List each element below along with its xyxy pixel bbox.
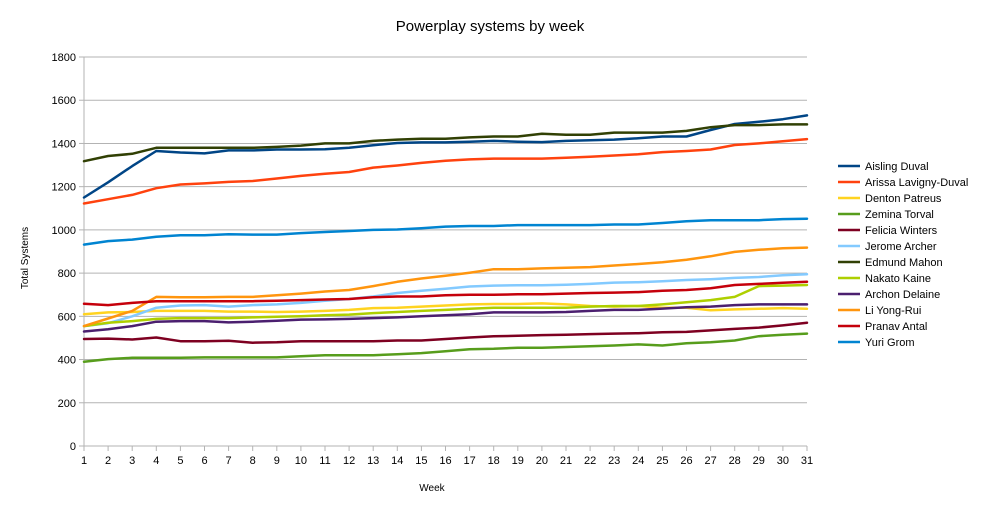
legend-label: Arissa Lavigny-Duval <box>865 177 968 189</box>
x-tick-label: 15 <box>415 455 427 467</box>
x-tick-label: 14 <box>391 455 403 467</box>
series-line-aisling-duval <box>82 114 809 199</box>
x-tick-label: 4 <box>153 455 159 467</box>
x-tick-label: 23 <box>608 455 620 467</box>
legend-label: Jerome Archer <box>865 241 937 253</box>
series-lines <box>82 114 809 363</box>
y-tick-label: 0 <box>70 441 76 453</box>
x-tick-label: 6 <box>201 455 207 467</box>
legend-label: Edmund Mahon <box>865 257 943 269</box>
x-tick-label: 29 <box>753 455 765 467</box>
legend-item-edmund-mahon: Edmund Mahon <box>838 257 943 269</box>
legend-item-felicia-winters: Felicia Winters <box>838 225 938 237</box>
x-tick-label: 5 <box>177 455 183 467</box>
x-tick-label: 3 <box>129 455 135 467</box>
legend-item-aisling-duval: Aisling Duval <box>838 161 929 173</box>
x-tick-label: 20 <box>536 455 548 467</box>
x-tick-label: 30 <box>777 455 789 467</box>
series-line-pranav-antal <box>82 280 809 307</box>
y-tick-label: 1400 <box>52 138 76 150</box>
x-tick-label: 22 <box>584 455 596 467</box>
y-tick-label: 1000 <box>52 225 76 237</box>
y-tick-label: 200 <box>58 398 76 410</box>
legend-label: Yuri Grom <box>865 337 915 349</box>
legend-label: Nakato Kaine <box>865 273 931 285</box>
legend-item-arissa-lavigny-duval: Arissa Lavigny-Duval <box>838 177 968 189</box>
x-tick-label: 19 <box>512 455 524 467</box>
series-line-zemina-torval <box>82 332 809 363</box>
gridlines <box>84 56 807 447</box>
legend-item-zemina-torval: Zemina Torval <box>838 209 934 221</box>
series-line-archon-delaine <box>82 303 809 333</box>
x-tick-label: 18 <box>488 455 500 467</box>
x-tick-label: 31 <box>801 455 813 467</box>
y-axis-label: Total Systems <box>20 227 31 289</box>
legend-item-jerome-archer: Jerome Archer <box>838 241 937 253</box>
series-line-felicia-winters <box>82 321 809 344</box>
x-tick-label: 7 <box>226 455 232 467</box>
y-tick-label: 800 <box>58 268 76 280</box>
legend: Aisling Duval Arissa Lavigny-Duval Denton … <box>838 161 968 349</box>
series-line-edmund-mahon <box>82 123 809 163</box>
series-line-arissa-lavigny-duval <box>82 137 809 205</box>
x-tick-label: 9 <box>274 455 280 467</box>
legend-label: Zemina Torval <box>865 209 934 221</box>
x-tick-label: 10 <box>295 455 307 467</box>
x-tick-label: 27 <box>704 455 716 467</box>
legend-item-yuri-grom: Yuri Grom <box>838 337 915 349</box>
x-tick-label: 17 <box>463 455 475 467</box>
x-tick-label: 26 <box>680 455 692 467</box>
chart-title: Powerplay systems by week <box>396 18 585 35</box>
series-line-nakato-kaine <box>82 283 809 328</box>
x-tick-label: 1 <box>81 455 87 467</box>
x-tick-label: 8 <box>250 455 256 467</box>
legend-label: Aisling Duval <box>865 161 929 173</box>
legend-item-li-yong-rui: Li Yong-Rui <box>838 305 921 317</box>
series-line-yuri-grom <box>82 217 809 246</box>
x-tick-label: 12 <box>343 455 355 467</box>
legend-item-archon-delaine: Archon Delaine <box>838 289 940 301</box>
y-tick-label: 1600 <box>52 95 76 107</box>
legend-item-nakato-kaine: Nakato Kaine <box>838 273 931 285</box>
legend-label: Archon Delaine <box>865 289 940 301</box>
x-axis-label: Week <box>419 483 445 494</box>
x-tick-label: 2 <box>105 455 111 467</box>
legend-label: Pranav Antal <box>865 321 927 333</box>
y-tick-label: 1800 <box>52 52 76 64</box>
legend-item-denton-patreus: Denton Patreus <box>838 193 942 205</box>
x-tick-label: 28 <box>729 455 741 467</box>
series-line-jerome-archer <box>82 272 809 328</box>
x-tick-label: 11 <box>319 455 330 467</box>
legend-label: Felicia Winters <box>865 225 938 237</box>
x-tick-label: 21 <box>560 455 572 467</box>
y-tick-label: 1200 <box>52 182 76 194</box>
x-tick-label: 24 <box>632 455 644 467</box>
y-tick-label: 600 <box>58 311 76 323</box>
legend-label: Li Yong-Rui <box>865 305 921 317</box>
x-tick-label: 25 <box>656 455 668 467</box>
legend-label: Denton Patreus <box>865 193 942 205</box>
legend-item-pranav-antal: Pranav Antal <box>838 321 927 333</box>
y-tick-label: 400 <box>58 355 76 367</box>
x-tick-label: 16 <box>439 455 451 467</box>
x-tick-label: 13 <box>367 455 379 467</box>
series-line-li-yong-rui <box>82 246 809 328</box>
